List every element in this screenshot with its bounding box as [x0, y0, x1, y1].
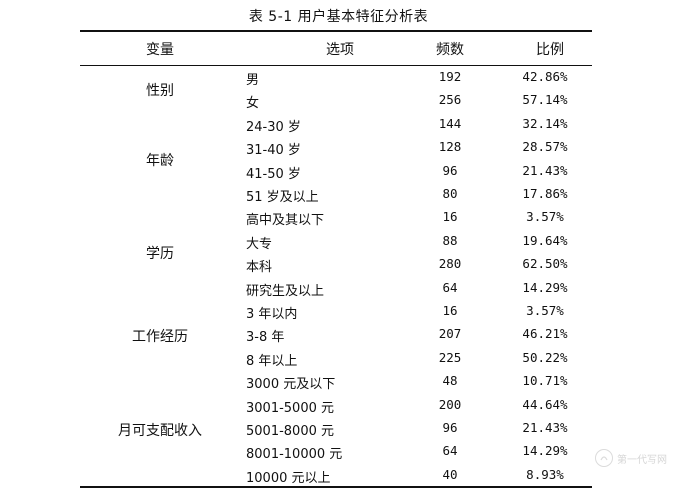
- option-cell: 高中及其以下: [246, 213, 325, 229]
- group-label-education: 学历: [146, 246, 174, 262]
- table-top-rule: [80, 30, 592, 32]
- table-row: 女 256 57.14%: [80, 89, 592, 112]
- frequency-cell: 96: [442, 420, 458, 435]
- frequency-cell: 225: [438, 349, 462, 365]
- ratio-cell: 42.86%: [522, 69, 568, 84]
- frequency-cell: 280: [438, 256, 462, 272]
- group-label-monthly-income: 月可支配收入: [118, 423, 202, 439]
- table-row: 高中及其以下 16 3.57%: [80, 206, 592, 229]
- table-row: 大专 88 19.64%: [80, 230, 592, 253]
- option-cell: 3 年以内: [246, 307, 298, 322]
- option-cell: 男: [246, 73, 260, 88]
- ratio-cell: 14.29%: [522, 443, 568, 459]
- table-row: 31-40 岁 128 28.57%: [80, 136, 592, 159]
- table-row: 3001-5000 元 200 44.64%: [80, 394, 592, 417]
- option-cell: 本科: [246, 260, 273, 276]
- ratio-cell: 50.22%: [522, 349, 568, 365]
- option-cell: 51 岁及以上: [246, 190, 319, 205]
- table-row: 研究生及以上 64 14.29%: [80, 277, 592, 300]
- group-label-age: 年龄: [146, 153, 174, 169]
- frequency-cell: 256: [438, 92, 462, 108]
- table-row: 8 年以上 225 50.22%: [80, 347, 592, 370]
- table-row: 8001-10000 元 64 14.29%: [80, 440, 592, 463]
- table-row: 10000 元以上 40 8.93%: [80, 464, 592, 487]
- table-header-rule: [80, 65, 592, 66]
- option-cell: 31-40 岁: [246, 143, 301, 159]
- option-cell: 5001-8000 元: [246, 424, 334, 439]
- table-caption: 表 5-1 用户基本特征分析表: [248, 9, 429, 25]
- table-row: 3 年以内 16 3.57%: [80, 300, 592, 323]
- option-cell: 8001-10000 元: [246, 447, 343, 463]
- option-cell: 研究生及以上: [246, 283, 325, 299]
- frequency-cell: 48: [442, 373, 458, 389]
- ratio-cell: 46.21%: [522, 326, 568, 342]
- ratio-cell: 21.43%: [522, 162, 568, 178]
- table-row: 41-50 岁 96 21.43%: [80, 160, 592, 183]
- table-row: 24-30 岁 144 32.14%: [80, 113, 592, 136]
- frequency-cell: 128: [438, 139, 462, 155]
- option-cell: 3-8 年: [246, 330, 285, 346]
- group-label-work-experience: 工作经历: [132, 329, 188, 345]
- option-cell: 24-30 岁: [246, 119, 301, 135]
- frequency-cell: 207: [438, 326, 462, 342]
- frequency-cell: 40: [442, 466, 458, 482]
- frequency-cell: 16: [442, 209, 458, 225]
- table-row: 3000 元及以下 48 10.71%: [80, 370, 592, 393]
- table-row: 3-8 年 207 46.21%: [80, 323, 592, 346]
- logo-circle-icon: [595, 449, 613, 467]
- ratio-cell: 32.14%: [522, 115, 568, 131]
- option-cell: 8 年以上: [246, 353, 298, 369]
- option-cell: 女: [246, 96, 260, 112]
- frequency-cell: 144: [438, 115, 462, 131]
- option-cell: 3000 元及以下: [246, 377, 336, 393]
- frequency-cell: 88: [442, 232, 458, 248]
- ratio-cell: 3.57%: [526, 209, 564, 225]
- frequency-cell: 64: [442, 443, 458, 459]
- table-row: 5001-8000 元 96 21.43%: [80, 417, 592, 440]
- frequency-cell: 80: [442, 186, 458, 201]
- option-cell: 41-50 岁: [246, 166, 301, 182]
- ratio-cell: 8.93%: [526, 466, 564, 482]
- ratio-cell: 17.86%: [522, 186, 568, 201]
- frequency-cell: 64: [442, 279, 458, 295]
- frequency-cell: 192: [438, 69, 462, 84]
- frequency-cell: 200: [438, 396, 462, 412]
- ratio-cell: 57.14%: [522, 92, 568, 108]
- ratio-cell: 19.64%: [522, 232, 568, 248]
- ratio-cell: 14.29%: [522, 279, 568, 295]
- watermark: 第一代写网: [595, 449, 667, 467]
- header-option: 选项: [326, 42, 354, 58]
- table-row: 本科 280 62.50%: [80, 253, 592, 276]
- table-row: 男 192 42.86%: [80, 66, 592, 89]
- header-frequency: 频数: [436, 42, 464, 58]
- ratio-cell: 28.57%: [522, 139, 568, 155]
- table-bottom-rule: [80, 486, 592, 488]
- header-variable: 变量: [146, 42, 174, 58]
- watermark-text: 第一代写网: [617, 454, 667, 466]
- ratio-cell: 44.64%: [522, 396, 568, 412]
- option-cell: 3001-5000 元: [246, 400, 334, 416]
- ratio-cell: 21.43%: [522, 420, 568, 435]
- header-ratio: 比例: [536, 42, 564, 58]
- group-label-gender: 性别: [146, 83, 174, 99]
- ratio-cell: 3.57%: [526, 303, 564, 318]
- option-cell: 10000 元以上: [246, 470, 331, 486]
- ratio-cell: 10.71%: [522, 373, 568, 389]
- frequency-cell: 16: [442, 303, 458, 318]
- ratio-cell: 62.50%: [522, 256, 568, 272]
- option-cell: 大专: [246, 236, 273, 252]
- table-row: 51 岁及以上 80 17.86%: [80, 183, 592, 206]
- frequency-cell: 96: [442, 162, 458, 178]
